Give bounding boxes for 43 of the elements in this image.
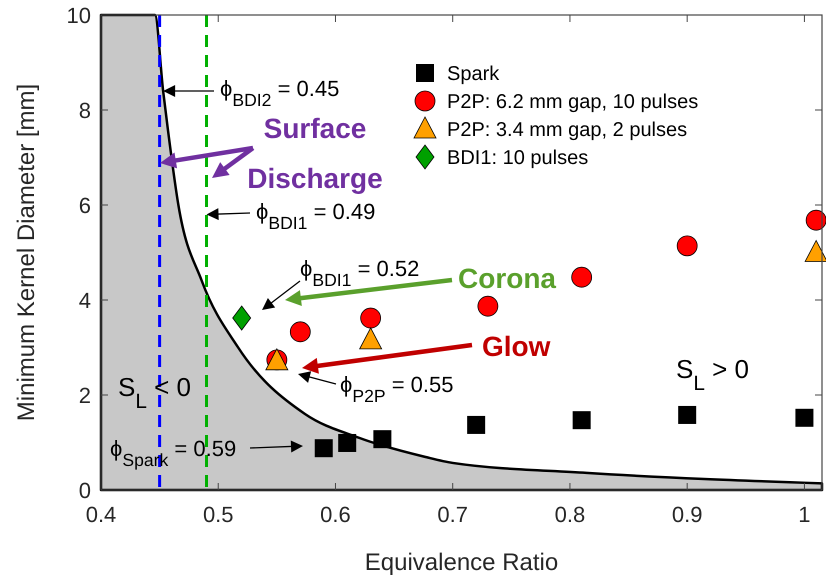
x-tick-label: 0.9 — [672, 502, 702, 527]
x-tick-label: 0.8 — [554, 502, 586, 527]
x-tick-label: 0.6 — [320, 502, 351, 527]
legend-label: Spark — [447, 63, 500, 85]
point — [795, 408, 814, 427]
annotation: ϕ$_{BDI1}$ = 0.49 — [256, 199, 376, 233]
y-tick-label: 4 — [78, 288, 91, 313]
x-tick-label: 0.4 — [86, 502, 116, 527]
y-tick-label: 0 — [78, 478, 91, 503]
point — [572, 411, 591, 430]
point — [314, 439, 333, 458]
x-axis-title: Equivalence Ratio — [364, 549, 558, 576]
x-tick-label: 0.7 — [437, 502, 468, 527]
y-tick-label: 8 — [78, 98, 91, 123]
point — [477, 296, 498, 317]
annotation: S$_{L}$ > 0 — [676, 354, 750, 394]
point — [232, 306, 252, 330]
point — [338, 434, 356, 452]
annotation: Glow — [482, 331, 551, 362]
legend-label: P2P: 6.2 mm gap, 10 pulses — [447, 91, 698, 113]
point — [467, 416, 486, 434]
legend-label: BDI1: 10 pulses — [447, 147, 588, 169]
y-tick-label: 2 — [78, 383, 91, 408]
point — [806, 210, 826, 231]
y-tick-label: 10 — [66, 3, 91, 28]
point — [373, 430, 392, 448]
annotation: ϕ$_{BDI2}$ = 0.45 — [220, 76, 340, 110]
annotation: Surface Discharge — [247, 113, 383, 194]
annotation: ϕ$_{BDI1}$ = 0.52 — [300, 256, 420, 290]
point — [290, 321, 311, 342]
y-axis-title: Minimum Kernel Diameter [mm] — [13, 84, 40, 422]
x-tick-label: 1 — [798, 502, 811, 527]
point — [359, 328, 382, 350]
x-tick-label: 0.5 — [202, 502, 234, 527]
point — [360, 308, 382, 328]
point — [678, 406, 696, 424]
point — [676, 235, 698, 256]
legend-label: P2P: 3.4 mm gap, 2 pulses — [447, 119, 688, 141]
annotation: ϕ$_{P2P}$ = 0.55 — [340, 372, 454, 406]
annotation: Corona — [458, 263, 556, 294]
point — [571, 266, 592, 288]
annotation: S$_{L}$ < 0 — [118, 372, 192, 412]
y-tick-label: 6 — [78, 193, 91, 218]
